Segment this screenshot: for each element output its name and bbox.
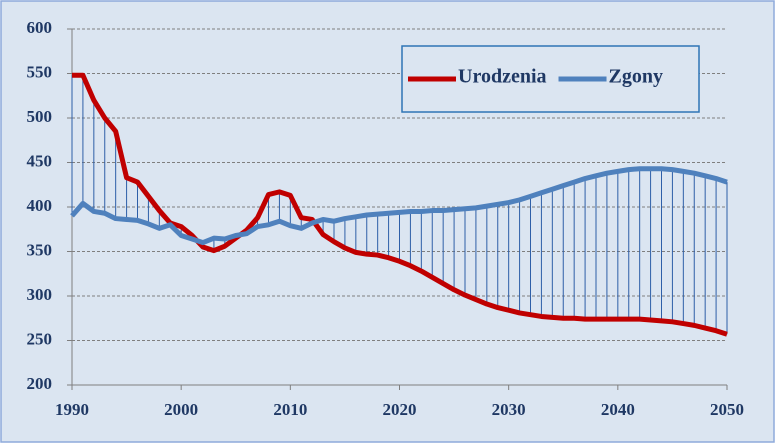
legend-label: Zgony: [609, 66, 663, 88]
series-line: [70, 166, 728, 246]
y-tick-label: 200: [27, 374, 53, 393]
y-tick-label: 350: [27, 240, 53, 259]
y-tick-label: 250: [27, 329, 53, 348]
legend-label: Urodzenia: [458, 66, 547, 88]
y-tick-label: 600: [27, 18, 53, 37]
x-tick-label: 2050: [710, 400, 744, 419]
series-line: [72, 72, 728, 337]
y-tick-label: 500: [27, 107, 53, 126]
x-tick-label: 2040: [601, 400, 635, 419]
y-tick-label: 400: [27, 196, 53, 215]
x-tick-label: 2030: [492, 400, 526, 419]
y-tick-label: 550: [27, 62, 53, 81]
x-tick-label: 2000: [164, 400, 198, 419]
x-tick-label: 2020: [383, 400, 417, 419]
y-tick-label: 450: [27, 151, 53, 170]
x-tick-label: 2010: [273, 400, 307, 419]
x-tick-label: 1990: [55, 400, 89, 419]
y-tick-label: 300: [27, 285, 53, 304]
